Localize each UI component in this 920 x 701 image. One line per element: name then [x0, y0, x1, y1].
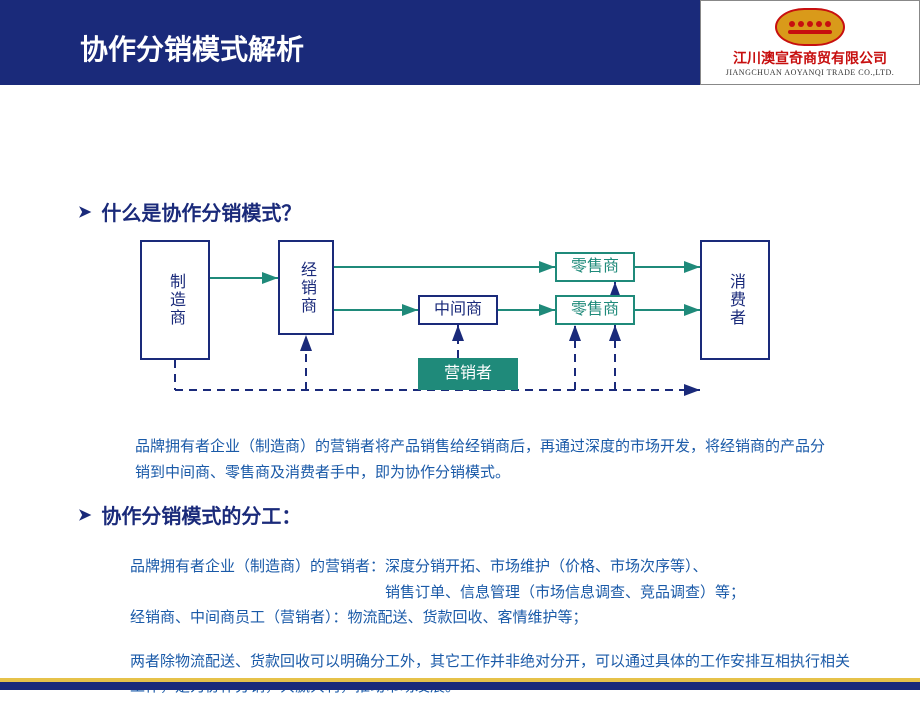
node-middleman: 中间商 [418, 295, 498, 325]
node-consumer: 消费者 [700, 240, 770, 360]
paragraph-2a: 品牌拥有者企业（制造商）的营销者：深度分销开拓、市场维护（价格、市场次序等）、 [130, 555, 850, 581]
chevron-icon: ➤ [78, 202, 91, 222]
section1-heading: ➤ 什么是协作分销模式？ [78, 197, 301, 226]
footer-bar [0, 678, 920, 690]
node-retailer2: 零售商 [555, 295, 635, 325]
section1-heading-text: 什么是协作分销模式？ [101, 197, 301, 226]
chevron-icon: ➤ [78, 505, 91, 525]
paragraph-2b: 销售订单、信息管理（市场信息调查、竞品调查）等； [130, 581, 850, 607]
flow-diagram: 制造商经销商中间商零售商零售商消费者营销者 [140, 240, 840, 440]
paragraph-1: 品牌拥有者企业（制造商）的营销者将产品销售给经销商后，再通过深度的市场开发，将经… [135, 435, 835, 486]
logo-company-name: 江川澳宣奇商贸有限公司 [733, 48, 887, 68]
header-bar: 协作分销模式解析 江川澳宣奇商贸有限公司 JIANGCHUAN AOYANQI … [0, 0, 920, 85]
logo-badge-icon [775, 8, 845, 46]
node-distributor: 经销商 [278, 240, 334, 335]
section2-heading: ➤ 协作分销模式的分工： [78, 500, 301, 529]
node-marketer: 营销者 [418, 358, 518, 390]
paragraph-3: 两者除物流配送、货款回收可以明确分工外，其它工作并非绝对分开，可以通过具体的工作… [130, 650, 850, 701]
section2-heading-text: 协作分销模式的分工： [101, 500, 301, 529]
company-logo: 江川澳宣奇商贸有限公司 JIANGCHUAN AOYANQI TRADE CO.… [700, 0, 920, 85]
slide: 协作分销模式解析 江川澳宣奇商贸有限公司 JIANGCHUAN AOYANQI … [0, 0, 920, 690]
paragraph-2c: 经销商、中间商员工（营销者）：物流配送、货款回收、客情维护等； [130, 606, 850, 632]
logo-company-en: JIANGCHUAN AOYANQI TRADE CO.,LTD. [726, 68, 895, 77]
slide-title: 协作分销模式解析 [80, 28, 304, 68]
node-retailer1: 零售商 [555, 252, 635, 282]
node-manufacturer: 制造商 [140, 240, 210, 360]
